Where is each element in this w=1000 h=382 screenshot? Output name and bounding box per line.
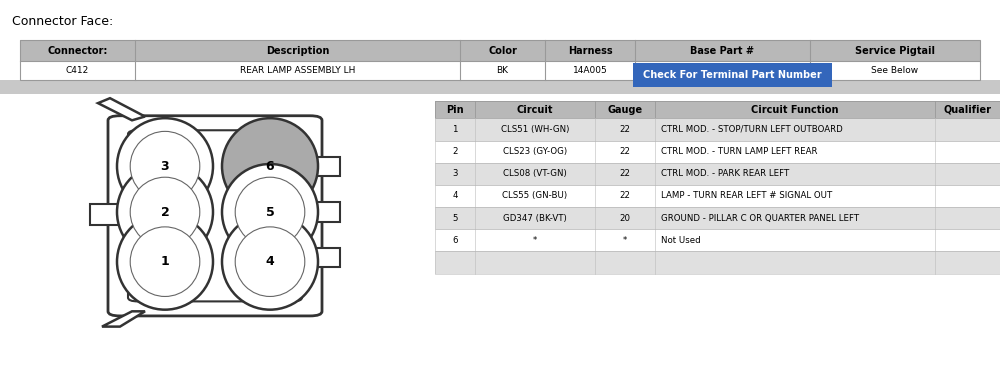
FancyBboxPatch shape	[633, 63, 832, 87]
Bar	[435, 163, 1000, 185]
Bar	[435, 185, 1000, 207]
Text: Description: Description	[266, 45, 329, 56]
Text: 1: 1	[161, 255, 169, 268]
Bar	[435, 118, 1000, 141]
Text: REAR LAMP ASSEMBLY LH: REAR LAMP ASSEMBLY LH	[240, 66, 355, 75]
Bar	[90, 204, 120, 225]
Ellipse shape	[222, 214, 318, 310]
Text: 20: 20	[620, 214, 631, 223]
Bar	[435, 251, 1000, 274]
Text: CTRL MOD. - PARK REAR LEFT: CTRL MOD. - PARK REAR LEFT	[661, 169, 789, 178]
Ellipse shape	[117, 164, 213, 260]
Bar	[435, 229, 1000, 251]
Text: GD347 (BK-VT): GD347 (BK-VT)	[503, 214, 567, 223]
Bar	[20, 40, 980, 80]
Text: 2: 2	[452, 147, 458, 156]
Bar	[435, 101, 1000, 118]
Text: LAMP - TURN REAR LEFT # SIGNAL OUT: LAMP - TURN REAR LEFT # SIGNAL OUT	[661, 191, 832, 201]
Text: Connector Face:: Connector Face:	[12, 15, 113, 28]
Text: Check For Terminal Part Number: Check For Terminal Part Number	[643, 70, 822, 80]
Bar	[20, 40, 980, 80]
Ellipse shape	[117, 118, 213, 214]
Text: CTRL MOD. - TURN LAMP LEFT REAR: CTRL MOD. - TURN LAMP LEFT REAR	[661, 147, 818, 156]
Text: Base Part #: Base Part #	[690, 45, 755, 56]
Text: GROUND - PILLAR C OR QUARTER PANEL LEFT: GROUND - PILLAR C OR QUARTER PANEL LEFT	[661, 214, 859, 223]
Bar	[435, 185, 1000, 207]
Text: Not Used: Not Used	[661, 236, 701, 245]
Ellipse shape	[130, 177, 200, 247]
Text: CLS23 (GY-OG): CLS23 (GY-OG)	[503, 147, 567, 156]
Text: 22: 22	[620, 125, 631, 134]
Ellipse shape	[235, 227, 305, 296]
Text: 22: 22	[620, 147, 631, 156]
Text: 22: 22	[620, 169, 631, 178]
Bar	[20, 40, 980, 61]
Ellipse shape	[235, 177, 305, 247]
Bar	[310, 157, 340, 176]
Text: Circuit Function: Circuit Function	[751, 105, 839, 115]
Text: CLS08 (VT-GN): CLS08 (VT-GN)	[503, 169, 567, 178]
Bar	[435, 207, 1000, 229]
Text: 6: 6	[452, 236, 458, 245]
Text: *: *	[533, 236, 537, 245]
Text: 6: 6	[266, 160, 274, 173]
Bar	[435, 163, 1000, 185]
Text: Service Pigtail: Service Pigtail	[855, 45, 935, 56]
Bar	[435, 101, 1000, 118]
Text: CTRL MOD. - STOP/TURN LEFT OUTBOARD: CTRL MOD. - STOP/TURN LEFT OUTBOARD	[661, 125, 843, 134]
Text: C412: C412	[66, 66, 89, 75]
Text: Harness: Harness	[568, 45, 612, 56]
Bar	[310, 248, 340, 267]
Text: 22: 22	[620, 191, 631, 201]
Text: *: *	[623, 236, 627, 245]
Text: 4: 4	[452, 191, 458, 201]
Polygon shape	[102, 311, 145, 327]
Text: CLS51 (WH-GN): CLS51 (WH-GN)	[501, 125, 569, 134]
Bar	[435, 207, 1000, 229]
Text: 14A005: 14A005	[573, 66, 607, 75]
Text: 5: 5	[452, 214, 458, 223]
Bar	[435, 118, 1000, 141]
Text: 1: 1	[452, 125, 458, 134]
Ellipse shape	[222, 118, 318, 214]
Ellipse shape	[222, 164, 318, 260]
Text: CLS55 (GN-BU): CLS55 (GN-BU)	[502, 191, 568, 201]
FancyBboxPatch shape	[108, 116, 322, 316]
Text: 2: 2	[161, 206, 169, 219]
Text: Circuit: Circuit	[517, 105, 553, 115]
Text: BK: BK	[497, 66, 509, 75]
Bar	[0, 80, 1000, 94]
Text: Connector:: Connector:	[47, 45, 108, 56]
Text: See Below: See Below	[871, 66, 919, 75]
Bar	[435, 251, 1000, 274]
Polygon shape	[98, 98, 145, 120]
Bar	[435, 141, 1000, 163]
Bar	[435, 229, 1000, 251]
Text: Color: Color	[488, 45, 517, 56]
Text: 3: 3	[452, 169, 458, 178]
Text: Pin: Pin	[446, 105, 464, 115]
Ellipse shape	[130, 131, 200, 201]
Ellipse shape	[117, 214, 213, 310]
Text: Qualifier: Qualifier	[944, 105, 992, 115]
Text: Gauge: Gauge	[607, 105, 643, 115]
Text: 4: 4	[266, 255, 274, 268]
Bar	[310, 202, 340, 222]
Bar	[435, 141, 1000, 163]
Ellipse shape	[130, 227, 200, 296]
Text: 5: 5	[266, 206, 274, 219]
Text: 3: 3	[161, 160, 169, 173]
